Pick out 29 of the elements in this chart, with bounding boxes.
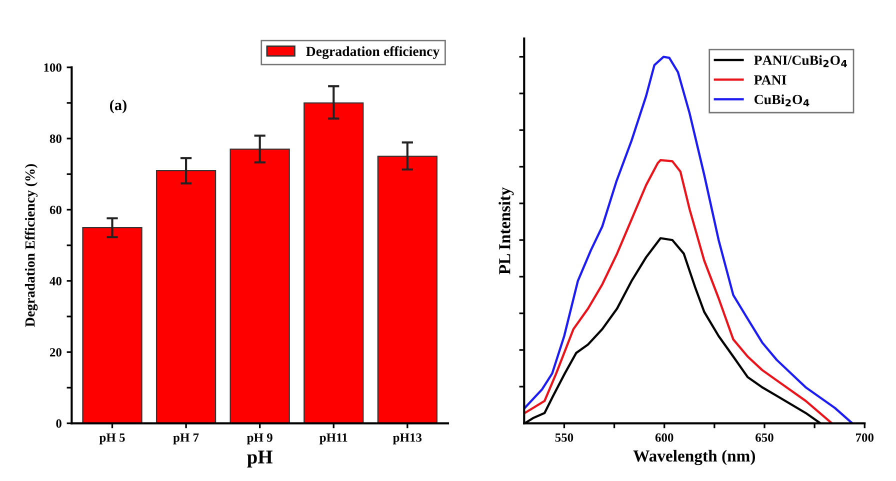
bar (156, 170, 216, 424)
legend-label: PANI/CuBi$_{2}$O$_{4}$ (754, 55, 848, 68)
x-tick-label: 550 (555, 433, 574, 442)
y-tick-label: 100 (44, 63, 62, 72)
y-tick-label: 80 (50, 134, 62, 143)
bar (377, 156, 438, 424)
y-tick-label: 0 (56, 419, 62, 428)
x-tick-label: 600 (655, 433, 674, 442)
x-axis-title: pH (247, 450, 272, 468)
bar (82, 226, 142, 424)
x-tick-label: pH 5 (99, 433, 125, 444)
y-tick-label: 60 (50, 206, 62, 214)
legend-label: PANI (754, 75, 786, 84)
bar (304, 102, 364, 424)
x-tick-label: 700 (856, 433, 874, 442)
x-tick-label: pH13 (392, 433, 422, 444)
legend-label: Degradation efficiency (306, 46, 440, 60)
x-tick-label: 650 (756, 433, 774, 442)
bar (230, 148, 290, 424)
x-tick-label: pH 9 (246, 433, 272, 444)
y-tick-label: 20 (50, 348, 62, 357)
legend-label: CuBi$_{2}$O$_{4}$ (754, 94, 810, 106)
x-tick-label: pH11 (320, 433, 348, 444)
y-axis-title: PL Intensity (498, 187, 514, 274)
y-axis-title: Degradation Efficiency (%) (24, 164, 38, 327)
x-tick-label: pH 7 (173, 433, 199, 444)
annotation: (a) (110, 99, 126, 114)
y-tick-label: 40 (50, 276, 62, 286)
x-axis-title: Wavelength (nm) (633, 450, 756, 466)
